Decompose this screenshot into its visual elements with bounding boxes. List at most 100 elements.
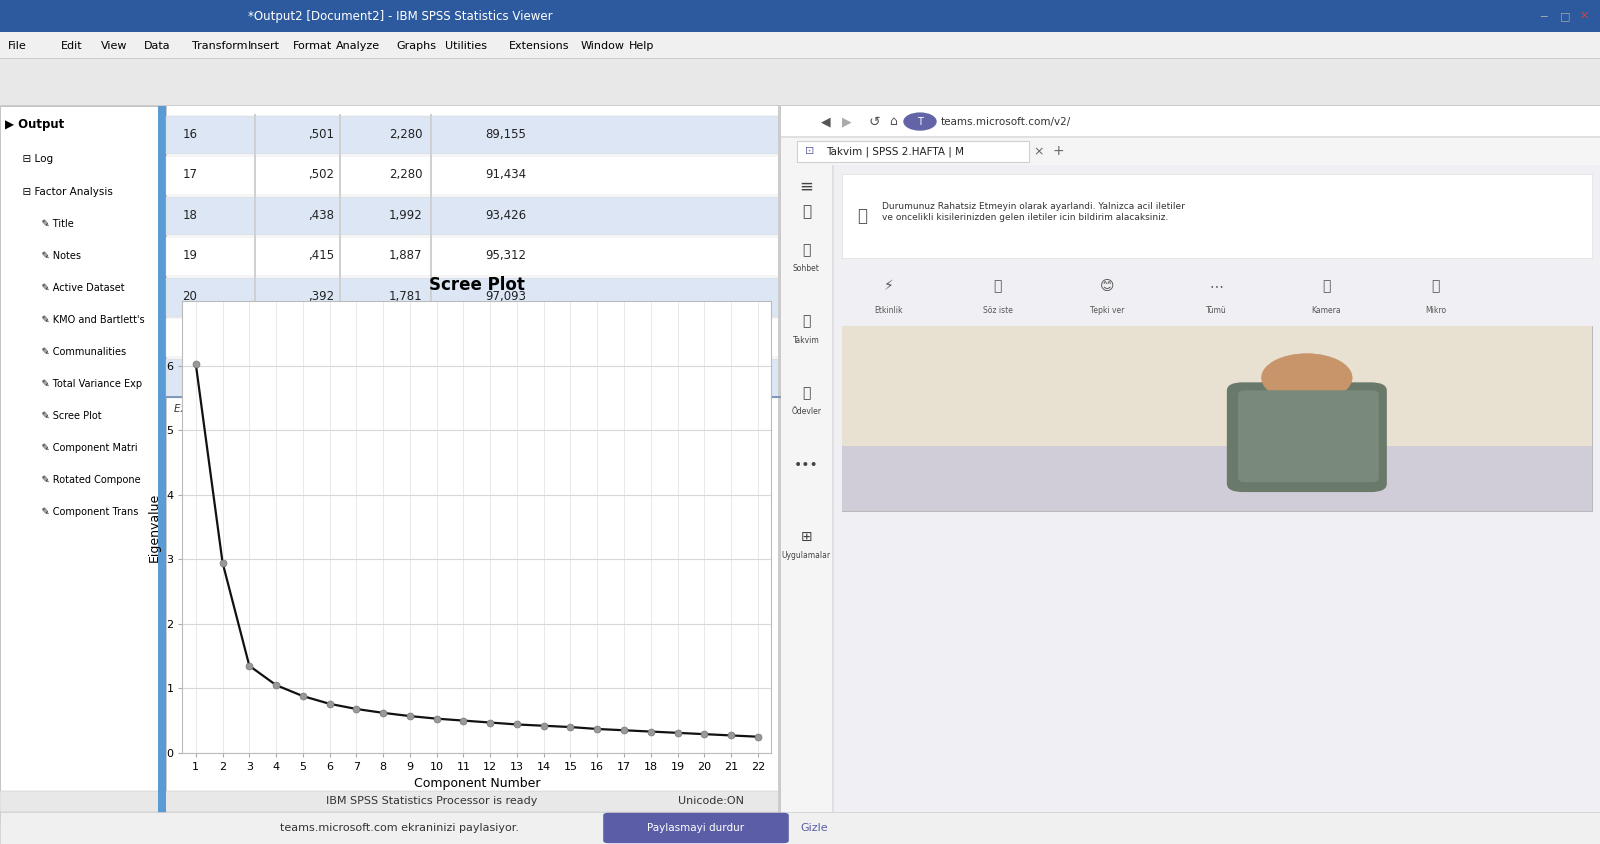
Bar xyxy=(339,276,341,316)
Bar xyxy=(430,357,432,398)
Title: Scree Plot: Scree Plot xyxy=(429,276,525,295)
Bar xyxy=(254,154,256,195)
Text: Extensions: Extensions xyxy=(509,41,570,51)
Text: ✎ Component Matri: ✎ Component Matri xyxy=(29,443,138,453)
Bar xyxy=(166,318,936,357)
Text: 🔔: 🔔 xyxy=(858,207,867,225)
Text: ✎ Title: ✎ Title xyxy=(29,219,74,229)
Text: 🎤: 🎤 xyxy=(1432,279,1440,293)
Bar xyxy=(0,105,1600,106)
Text: IBM SPSS Statistics Processor is ready: IBM SPSS Statistics Processor is ready xyxy=(326,797,538,806)
Text: 1,992: 1,992 xyxy=(389,208,422,222)
Text: ,294: ,294 xyxy=(309,371,334,384)
Bar xyxy=(842,174,1592,258)
Bar xyxy=(166,197,936,235)
Bar xyxy=(430,316,432,357)
Text: ✎ Active Dataset: ✎ Active Dataset xyxy=(29,283,125,293)
Text: 😊: 😊 xyxy=(1101,279,1115,293)
Text: ⚡: ⚡ xyxy=(883,279,893,293)
Text: 19: 19 xyxy=(182,249,197,262)
Text: Durumunuz Rahatsiz Etmeyin olarak ayarlandi. Yalnizca acil iletiler
ve oncelikli: Durumunuz Rahatsiz Etmeyin olarak ayarla… xyxy=(882,203,1184,221)
Text: View: View xyxy=(101,41,128,51)
Text: 22: 22 xyxy=(182,371,197,384)
Text: 89,155: 89,155 xyxy=(485,127,526,141)
Text: ↺: ↺ xyxy=(869,115,880,128)
Text: ,345: ,345 xyxy=(309,330,334,344)
Bar xyxy=(430,114,432,154)
Bar xyxy=(430,235,432,276)
Text: Insert: Insert xyxy=(248,41,280,51)
Text: Help: Help xyxy=(629,41,654,51)
Text: ✎ Scree Plot: ✎ Scree Plot xyxy=(29,411,101,421)
Bar xyxy=(166,106,944,823)
Bar xyxy=(0,0,1600,32)
Text: 21: 21 xyxy=(182,330,197,344)
Text: Analyze: Analyze xyxy=(336,41,381,51)
Text: 93,426: 93,426 xyxy=(485,208,526,222)
Text: ⊟ Factor Analysis: ⊟ Factor Analysis xyxy=(16,187,114,197)
Text: 1,569: 1,569 xyxy=(389,330,422,344)
Text: Etkinlik: Etkinlik xyxy=(874,306,902,315)
Text: 97,093: 97,093 xyxy=(485,289,526,303)
Bar xyxy=(339,235,341,276)
Circle shape xyxy=(1262,354,1352,402)
FancyBboxPatch shape xyxy=(1238,390,1379,482)
Bar xyxy=(430,195,432,235)
FancyBboxPatch shape xyxy=(1227,382,1387,492)
Bar xyxy=(842,446,1592,511)
Text: ─: ─ xyxy=(1541,11,1547,21)
Text: Data: Data xyxy=(144,41,171,51)
Bar xyxy=(0,812,1600,844)
Text: Ödevler: Ödevler xyxy=(792,408,821,416)
Text: ≡: ≡ xyxy=(800,177,813,196)
Text: ✎ Total Variance Exp: ✎ Total Variance Exp xyxy=(29,379,142,389)
Text: 18: 18 xyxy=(182,208,197,222)
Bar xyxy=(339,114,341,154)
Text: ✎ Rotated Compone: ✎ Rotated Compone xyxy=(29,475,141,485)
Text: Gizle: Gizle xyxy=(800,823,827,833)
Y-axis label: Eigenvalue: Eigenvalue xyxy=(147,492,160,562)
Bar xyxy=(797,141,1029,162)
Text: Unicode:ON: Unicode:ON xyxy=(678,797,744,806)
Text: 98,663: 98,663 xyxy=(485,330,526,344)
Text: ,438: ,438 xyxy=(309,208,334,222)
Text: ✕: ✕ xyxy=(1579,11,1589,21)
Bar xyxy=(834,165,1600,823)
Text: 1,887: 1,887 xyxy=(389,249,422,262)
Text: ,392: ,392 xyxy=(309,289,334,303)
Bar xyxy=(842,326,1592,446)
Text: +: + xyxy=(1053,144,1064,159)
Bar xyxy=(0,32,1600,59)
Bar xyxy=(944,106,957,823)
Bar xyxy=(778,106,1600,823)
Text: 91,434: 91,434 xyxy=(485,168,526,181)
Text: Extraction Method: Principal Component Analysis.: Extraction Method: Principal Component A… xyxy=(174,404,434,414)
Text: ⊞: ⊞ xyxy=(800,530,813,544)
Text: ⋯: ⋯ xyxy=(1210,279,1224,293)
Text: ,502: ,502 xyxy=(309,168,334,181)
Text: ⊟ Log: ⊟ Log xyxy=(16,154,53,165)
Text: ✎ Component Trans: ✎ Component Trans xyxy=(29,507,138,517)
Text: 20: 20 xyxy=(182,289,197,303)
Bar xyxy=(166,156,936,195)
Text: Tepki ver: Tepki ver xyxy=(1090,306,1125,315)
Text: ⌕: ⌕ xyxy=(802,204,811,219)
Text: Takvim: Takvim xyxy=(794,336,819,344)
Bar xyxy=(0,106,166,823)
Text: ▶ Output: ▶ Output xyxy=(5,118,64,131)
Text: ✋: ✋ xyxy=(994,279,1002,293)
Bar xyxy=(781,136,1600,138)
Bar xyxy=(339,316,341,357)
Text: ▶: ▶ xyxy=(842,115,851,128)
Text: ,415: ,415 xyxy=(309,249,334,262)
Text: Paylasmayi durdur: Paylasmayi durdur xyxy=(648,823,744,833)
Text: Mikro: Mikro xyxy=(1426,306,1446,315)
Bar xyxy=(0,59,1600,106)
Bar xyxy=(339,357,341,398)
Bar xyxy=(430,276,432,316)
Text: Sohbet: Sohbet xyxy=(794,264,819,273)
Text: Tümü: Tümü xyxy=(1206,306,1227,315)
Bar xyxy=(166,278,936,316)
Bar xyxy=(781,165,832,823)
Text: □: □ xyxy=(1560,11,1570,21)
